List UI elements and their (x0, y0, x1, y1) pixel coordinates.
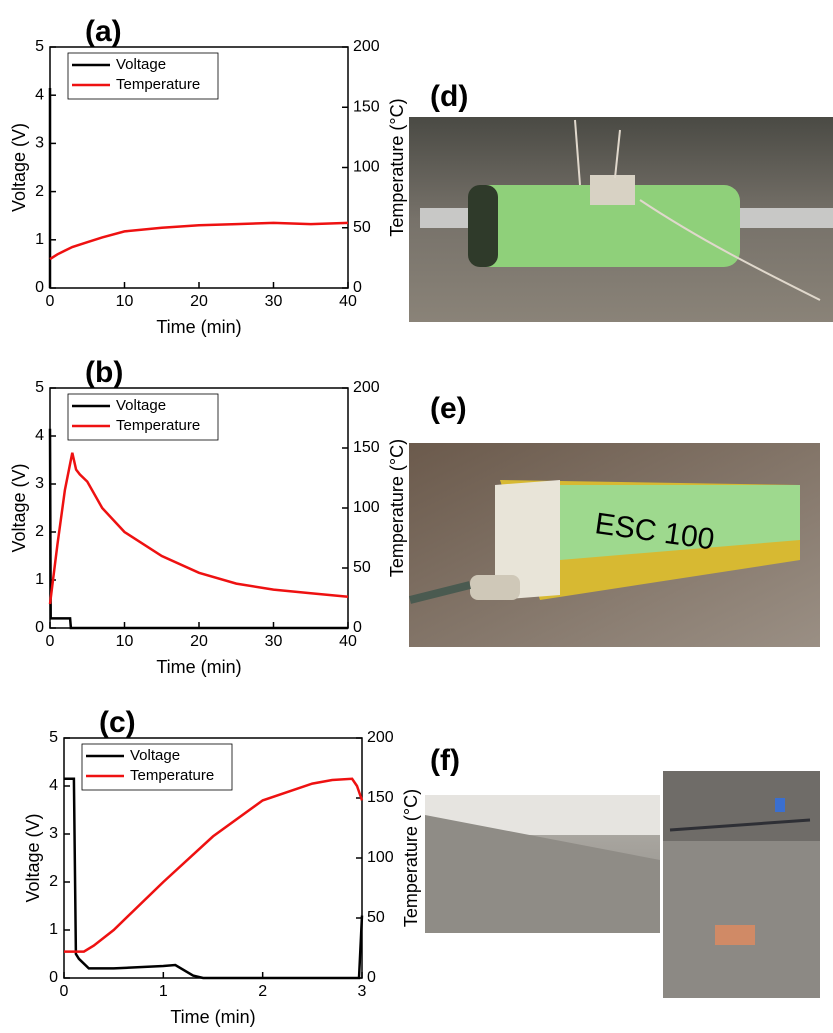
x-tick-label: 2 (258, 983, 267, 1000)
y-tick-label: 5 (49, 729, 58, 746)
panel-label: (a) (85, 15, 122, 48)
x-tick-label: 3 (358, 983, 367, 1000)
x-tick-label: 10 (116, 293, 134, 310)
series-line (50, 223, 348, 259)
y2-tick-label: 0 (353, 619, 362, 636)
legend-label: Temperature (116, 76, 200, 93)
x-tick-label: 0 (60, 983, 69, 1000)
y2-tick-label: 0 (353, 279, 362, 296)
y-tick-label: 1 (49, 921, 58, 938)
x-tick-label: 20 (190, 293, 208, 310)
legend-label: Voltage (116, 397, 166, 414)
y-tick-label: 0 (35, 279, 44, 296)
y2-tick-label: 50 (367, 909, 385, 926)
y2-tick-label: 50 (353, 559, 371, 576)
y-tick-label: 0 (49, 969, 58, 986)
y2-tick-label: 50 (353, 219, 371, 236)
legend-label: Voltage (116, 56, 166, 73)
y-axis-label: Voltage (V) (9, 123, 29, 212)
x-axis-label: Time (min) (170, 1007, 255, 1027)
y-tick-label: 4 (35, 427, 44, 444)
y2-tick-label: 150 (353, 98, 380, 115)
y2-axis-label: Temperature (°C) (401, 789, 421, 927)
legend-label: Temperature (116, 417, 200, 434)
y-tick-label: 1 (35, 571, 44, 588)
x-tick-label: 1 (159, 983, 168, 1000)
x-tick-label: 30 (265, 633, 283, 650)
y2-tick-label: 150 (367, 789, 394, 806)
y-tick-label: 4 (35, 86, 44, 103)
y-tick-label: 3 (49, 825, 58, 842)
y-tick-label: 2 (49, 873, 58, 890)
series-line (64, 779, 362, 952)
y2-tick-label: 100 (353, 159, 380, 176)
y-tick-label: 1 (35, 231, 44, 248)
y-tick-label: 4 (49, 777, 58, 794)
panel-label: (c) (99, 706, 136, 739)
x-tick-label: 20 (190, 633, 208, 650)
y-axis-label: Voltage (V) (23, 813, 43, 902)
photo-e: ESC 100 (409, 443, 820, 647)
series-line (64, 779, 362, 978)
x-tick-label: 30 (265, 293, 283, 310)
series-line (50, 453, 348, 604)
photo-f (425, 771, 820, 998)
photo-d (409, 117, 833, 322)
y2-tick-label: 150 (353, 439, 380, 456)
panel-label: (b) (85, 356, 123, 389)
y2-tick-label: 200 (367, 729, 394, 746)
panel-label: (e) (430, 392, 467, 425)
y-tick-label: 0 (35, 619, 44, 636)
y2-tick-label: 200 (353, 38, 380, 55)
y2-axis-label: Temperature (°C) (387, 439, 407, 577)
panel-label: (d) (430, 80, 468, 113)
figure: ESC 100 (a)010203040012345050100150200Ti… (0, 0, 833, 1033)
y2-tick-label: 200 (353, 379, 380, 396)
x-axis-label: Time (min) (156, 317, 241, 337)
legend-label: Temperature (130, 767, 214, 784)
y2-tick-label: 0 (367, 969, 376, 986)
y-tick-label: 2 (35, 523, 44, 540)
x-tick-label: 0 (46, 293, 55, 310)
y-tick-label: 3 (35, 135, 44, 152)
y-tick-label: 3 (35, 475, 44, 492)
y-tick-label: 5 (35, 379, 44, 396)
y2-tick-label: 100 (353, 499, 380, 516)
x-tick-label: 10 (116, 633, 134, 650)
y-tick-label: 5 (35, 38, 44, 55)
y-axis-label: Voltage (V) (9, 463, 29, 552)
x-axis-label: Time (min) (156, 657, 241, 677)
panel-label: (f) (430, 744, 460, 777)
y-tick-label: 2 (35, 183, 44, 200)
legend-label: Voltage (130, 747, 180, 764)
series-line (50, 429, 348, 628)
x-tick-label: 0 (46, 633, 55, 650)
y2-axis-label: Temperature (°C) (387, 98, 407, 236)
y2-tick-label: 100 (367, 849, 394, 866)
